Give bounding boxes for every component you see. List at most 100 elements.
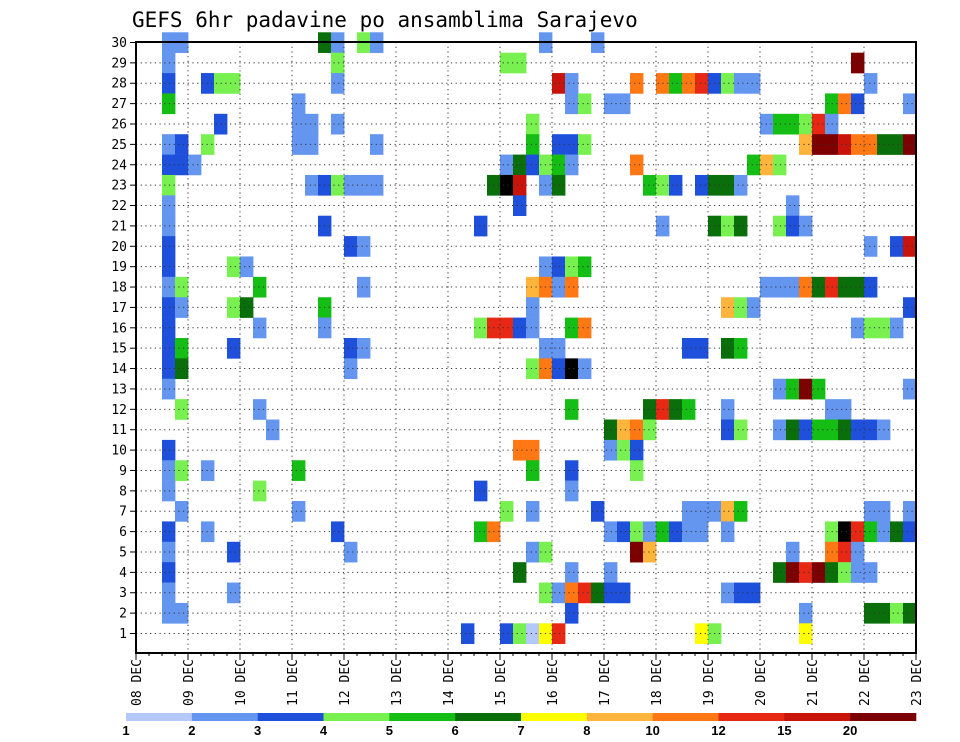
precip-cell — [305, 134, 319, 155]
precip-cell — [513, 174, 527, 196]
precip-cell — [799, 276, 813, 298]
precip-cell — [630, 154, 644, 176]
precip-cell — [461, 623, 475, 644]
precip-cell — [851, 419, 865, 441]
precip-cell — [721, 419, 735, 441]
precip-cell — [513, 623, 527, 644]
precip-cell — [773, 113, 787, 135]
precip-cell — [552, 582, 566, 604]
precip-cell — [864, 501, 878, 522]
x-tick-label: 16 DEC — [546, 659, 561, 706]
precip-cell — [721, 215, 735, 237]
y-tick-label: 24 — [111, 158, 127, 173]
x-tick-label: 23 DEC — [910, 659, 925, 706]
precip-cell — [331, 113, 345, 135]
precip-cell — [721, 521, 735, 543]
precip-cell — [864, 602, 878, 624]
precip-cell — [565, 276, 579, 298]
precip-cell — [643, 541, 657, 563]
precip-cell — [838, 93, 852, 115]
precip-cell — [903, 236, 917, 257]
legend-label: 8 — [583, 723, 590, 738]
precip-cell — [682, 337, 696, 359]
y-tick-label: 15 — [111, 342, 127, 357]
precip-cell — [851, 541, 865, 563]
precip-cell — [162, 521, 176, 543]
precip-cell — [253, 276, 267, 298]
precip-cell — [695, 623, 709, 644]
precip-cell — [253, 317, 267, 339]
legend-swatch — [191, 713, 258, 721]
precip-cell — [890, 602, 904, 624]
precip-cell — [838, 562, 852, 583]
precip-cell — [773, 276, 787, 298]
precip-cell — [357, 174, 371, 196]
precip-cell — [903, 521, 917, 543]
y-tick-label: 4 — [119, 566, 127, 581]
precip-cell — [162, 460, 176, 481]
legend-swatch — [850, 713, 917, 721]
precip-cell — [786, 113, 800, 135]
precip-cell — [175, 276, 189, 298]
precip-cell — [162, 317, 176, 339]
x-tick-label: 19 DEC — [702, 659, 717, 706]
precip-cell — [162, 154, 176, 176]
precip-cell — [305, 113, 319, 135]
precip-cell — [240, 297, 254, 318]
x-tick-label: 22 DEC — [858, 659, 873, 706]
precip-cell — [864, 73, 878, 94]
precip-cell — [643, 521, 657, 543]
precip-cell — [734, 215, 748, 237]
precip-cell — [552, 134, 566, 155]
x-tick-label: 14 DEC — [442, 659, 457, 706]
precip-cell — [643, 419, 657, 441]
precip-cell — [513, 52, 527, 74]
color-legend: 1 2 3 4 5 6 7 8 10 12 15 20 — [122, 713, 917, 738]
precip-cell — [747, 582, 761, 604]
precip-cell — [526, 541, 540, 563]
precip-cell — [526, 134, 540, 155]
legend-label: 3 — [254, 723, 261, 738]
precip-cell — [526, 460, 540, 481]
precip-cell — [903, 501, 917, 522]
precip-cell — [162, 480, 176, 502]
precip-cell — [526, 623, 540, 644]
precip-cell — [500, 623, 514, 644]
precip-cell — [162, 215, 176, 237]
precip-cell — [903, 602, 917, 624]
precip-cell — [500, 501, 514, 522]
precip-cell — [617, 439, 631, 461]
precip-cell — [175, 602, 189, 624]
precip-cell — [552, 174, 566, 196]
precip-cell — [838, 134, 852, 155]
precip-cell — [747, 297, 761, 318]
precip-cell — [695, 501, 709, 522]
precip-cell — [799, 623, 813, 644]
precip-cell — [617, 419, 631, 441]
precip-cell — [513, 195, 527, 217]
y-tick-label: 22 — [111, 199, 127, 214]
precip-cell — [162, 378, 176, 400]
precip-cell — [357, 236, 371, 257]
legend-swatch — [257, 713, 324, 721]
y-axis: 1234567891011121314151617181920212223242… — [111, 36, 136, 642]
precip-cell — [669, 399, 683, 420]
y-tick-label: 23 — [111, 179, 127, 194]
precip-cell — [864, 521, 878, 543]
precip-cell — [838, 276, 852, 298]
precip-cell — [474, 521, 488, 543]
precip-cell — [175, 134, 189, 155]
legend-label: 1 — [122, 723, 129, 738]
legend-swatch — [389, 713, 456, 721]
y-tick-label: 2 — [119, 607, 127, 622]
x-axis: 08 DEC 09 DEC 10 DEC 11 DEC 12 DEC 13 DEC 14 D… — [130, 653, 925, 706]
precip-cell — [695, 73, 709, 94]
precip-cell — [552, 623, 566, 644]
precip-cell — [903, 93, 917, 115]
y-tick-label: 29 — [111, 56, 127, 71]
precip-cell — [773, 419, 787, 441]
precip-cell — [786, 562, 800, 583]
legend-label: 4 — [320, 723, 328, 738]
precip-cell — [747, 154, 761, 176]
